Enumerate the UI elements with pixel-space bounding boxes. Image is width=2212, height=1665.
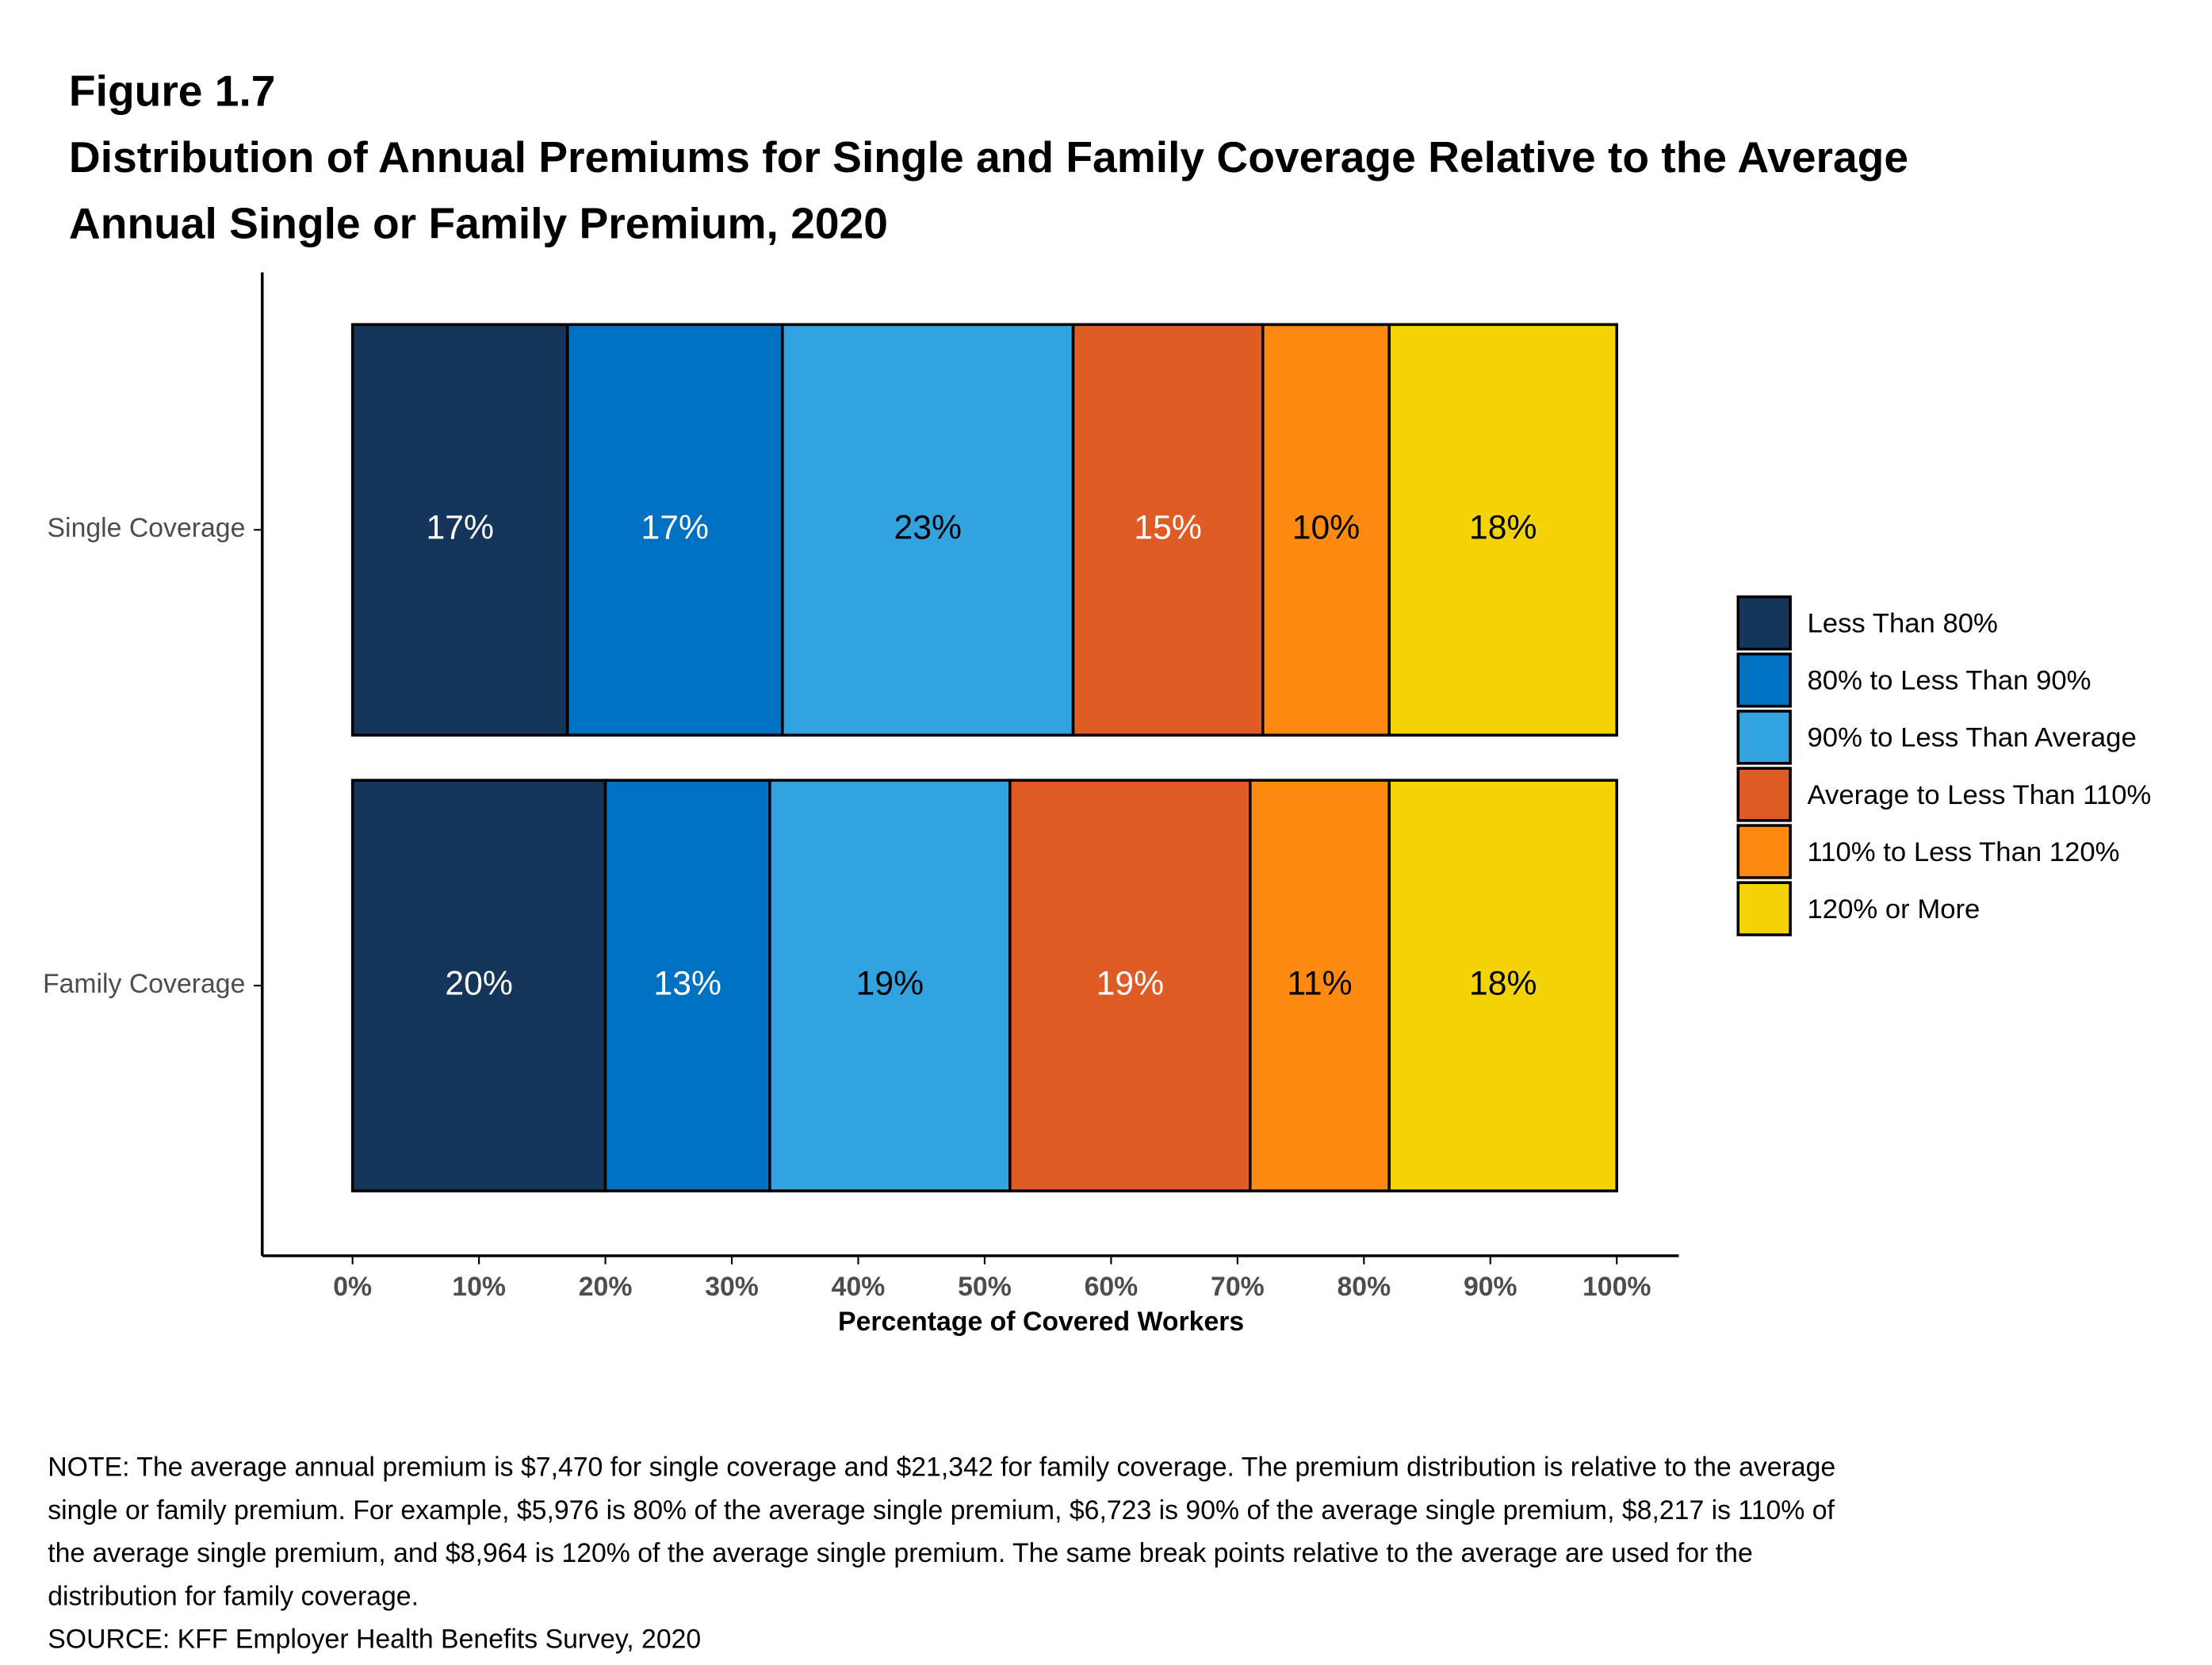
value-label: 10%: [1292, 509, 1360, 547]
x-tick-label: 10%: [452, 1272, 506, 1302]
x-tick-label: 20%: [579, 1272, 633, 1302]
note: NOTE: The average annual premium is $7,4…: [48, 1453, 1835, 1483]
x-tick-label: 0%: [333, 1272, 372, 1302]
legend-label: 120% or More: [1807, 894, 1980, 924]
bar-segment: [350, 779, 607, 1192]
bar-segment: [1261, 323, 1391, 737]
value-label: 11%: [1287, 964, 1352, 1002]
note: distribution for family coverage.: [48, 1581, 419, 1611]
bar-segment: [781, 323, 1075, 737]
value-label: 18%: [1469, 509, 1537, 547]
note: single or family premium. For example, $…: [48, 1495, 1835, 1525]
legend-swatch: [1736, 710, 1792, 765]
x-tick-label: 50%: [958, 1272, 1012, 1302]
x-tick-label: 60%: [1085, 1272, 1139, 1302]
note: the average single premium, and $8,964 i…: [48, 1538, 1753, 1568]
bar-segment: [565, 323, 784, 737]
x-tick-label: 100%: [1582, 1272, 1651, 1302]
x-tick-label: 40%: [832, 1272, 886, 1302]
value-label: 13%: [653, 964, 721, 1002]
category-label: Single Coverage: [48, 513, 246, 543]
value-label: 18%: [1469, 964, 1537, 1002]
legend-swatch: [1736, 881, 1792, 936]
legend-swatch: [1736, 824, 1792, 879]
bar-segment: [350, 323, 569, 737]
legend-label: 80% to Less Than 90%: [1807, 666, 2091, 696]
x-tick-label: 30%: [705, 1272, 759, 1302]
category-label: Family Coverage: [43, 969, 245, 999]
x-tick-label: 80%: [1337, 1272, 1391, 1302]
value-label: 19%: [856, 964, 924, 1002]
value-label: 20%: [445, 964, 512, 1002]
legend-label: Less Than 80%: [1807, 609, 1997, 639]
value-label: 17%: [426, 509, 493, 547]
legend-label: 110% to Less Than 120%: [1807, 837, 2119, 867]
value-label: 15%: [1134, 509, 1201, 547]
legend-swatch: [1736, 595, 1792, 651]
bar-segment: [768, 779, 1012, 1192]
value-label: 17%: [641, 509, 709, 547]
value-label: 23%: [894, 509, 961, 547]
legend-label: Average to Less Than 110%: [1807, 780, 2151, 810]
bar-segment: [1008, 779, 1252, 1192]
value-label: 19%: [1096, 964, 1164, 1002]
bar-segment: [1249, 779, 1391, 1192]
bar-segment: [1387, 779, 1619, 1192]
x-tick-label: 70%: [1211, 1272, 1265, 1302]
legend-label: 90% to Less Than Average: [1807, 723, 2136, 753]
x-axis-label: Percentage of Covered Workers: [838, 1307, 1244, 1337]
chart-title: Distribution of Annual Premiums for Sing…: [69, 132, 1908, 182]
legend-swatch: [1736, 653, 1792, 708]
legend-swatch: [1736, 767, 1792, 822]
bar-segment: [1387, 323, 1619, 737]
chart-title: Annual Single or Family Premium, 2020: [69, 199, 888, 248]
note: SOURCE: KFF Employer Health Benefits Sur…: [48, 1625, 701, 1655]
chart-title: Figure 1.7: [69, 66, 276, 115]
x-tick-label: 90%: [1464, 1272, 1517, 1302]
bar-segment: [1071, 323, 1265, 737]
